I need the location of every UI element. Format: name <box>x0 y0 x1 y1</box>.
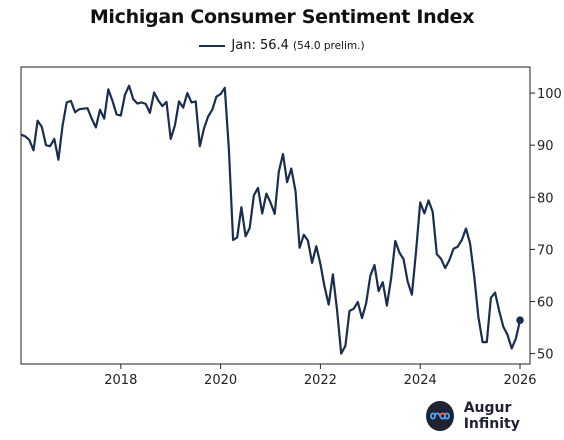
series-line <box>20 84 522 355</box>
axes <box>20 66 535 369</box>
x-tick-label: 2018 <box>104 373 137 388</box>
x-tick-label: 2026 <box>503 373 536 388</box>
x-tick-label: 2020 <box>204 373 237 388</box>
x-tick-label: 2024 <box>404 373 437 388</box>
chart-title: Michigan Consumer Sentiment Index <box>89 6 475 28</box>
y-tick-label: 70 <box>537 243 554 258</box>
x-tick-label: 2022 <box>304 373 337 388</box>
last-point-marker <box>516 316 524 325</box>
y-tick-label: 100 <box>537 87 562 102</box>
y-tick-label: 90 <box>537 139 554 154</box>
brand-name: Augur Infinity <box>463 400 520 432</box>
brand-watermark: Augur Infinity <box>426 400 564 432</box>
infinity-logo-icon <box>426 401 454 431</box>
plot-frame <box>20 66 531 365</box>
legend-line-swatch <box>199 44 226 47</box>
y-tick-label: 60 <box>537 295 554 310</box>
legend-label: Jan: 56.4 <box>231 38 289 53</box>
y-tick-label: 50 <box>537 348 554 363</box>
y-tick-label: 80 <box>537 191 554 206</box>
series-group <box>20 84 524 355</box>
legend-note: (54.0 prelim.) <box>293 40 365 52</box>
legend: Jan: 56.4 (54.0 prelim.) <box>0 38 564 53</box>
